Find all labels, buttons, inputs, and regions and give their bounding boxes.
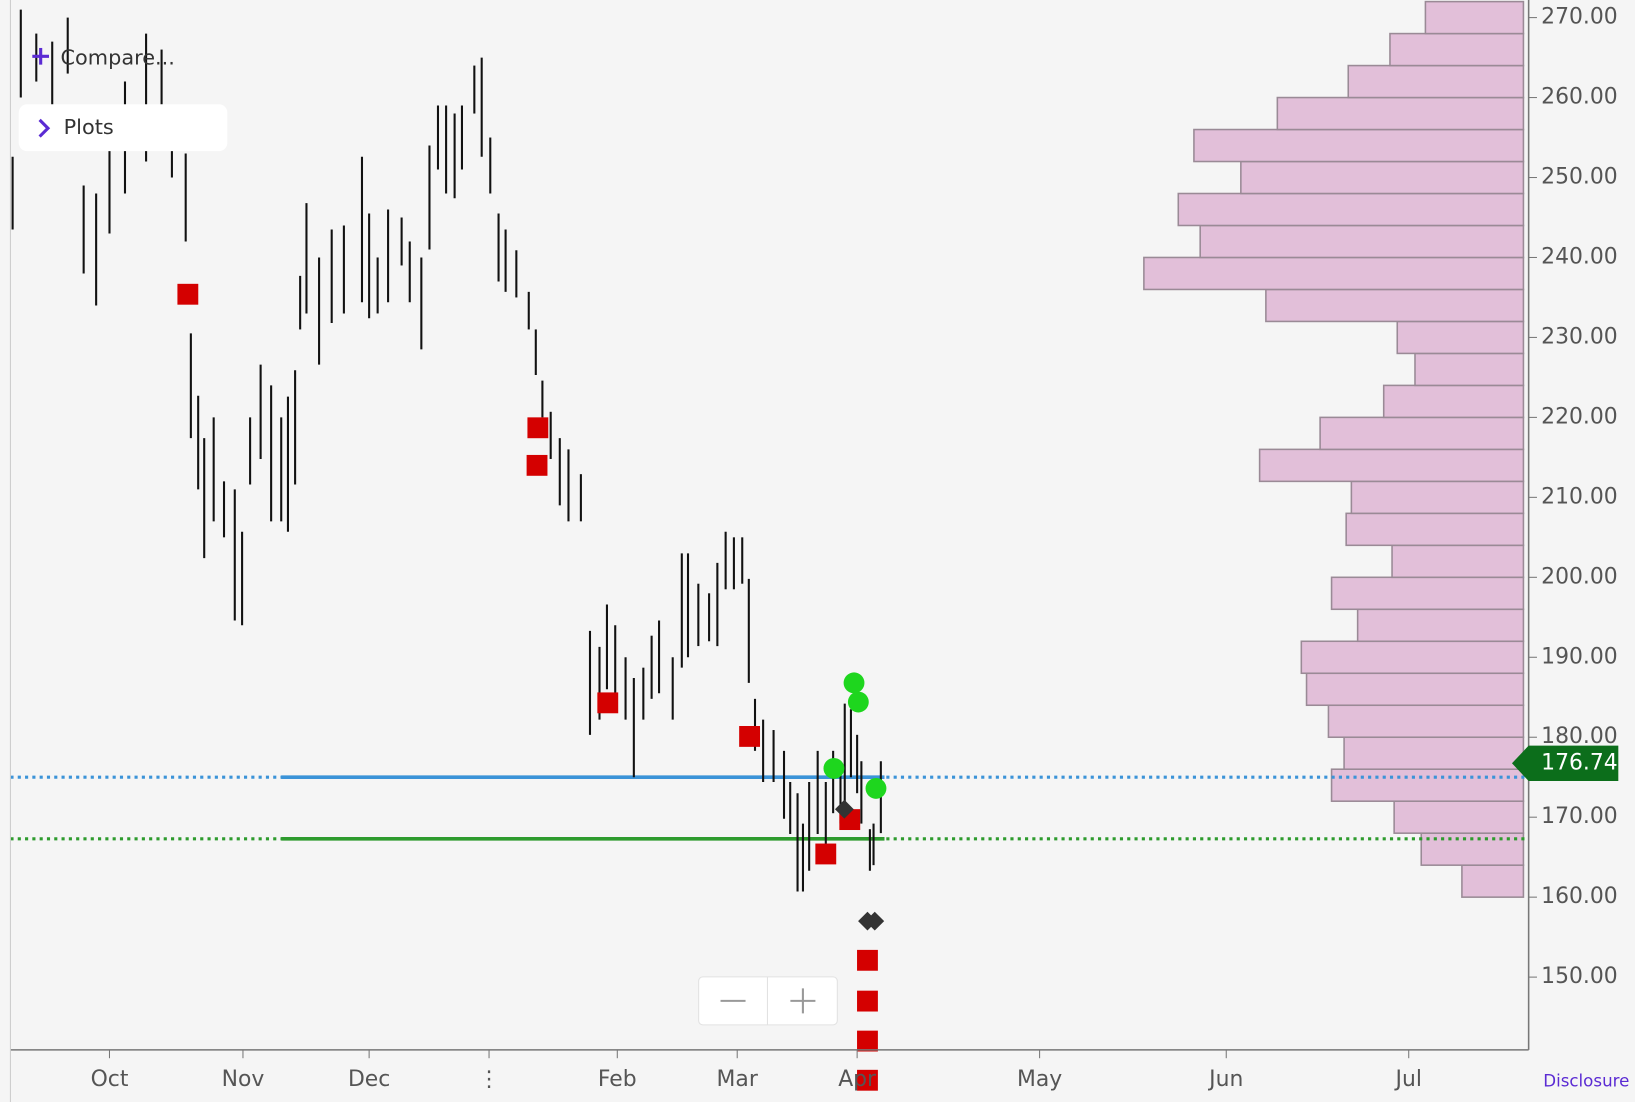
last-price-label: 176.74 bbox=[1541, 750, 1618, 775]
profile-bar bbox=[1327, 704, 1525, 739]
profile-bar bbox=[1258, 448, 1525, 483]
sell-signal bbox=[857, 990, 878, 1012]
sell-signal bbox=[526, 454, 548, 476]
price-bars bbox=[11, 9, 882, 892]
y-tick-label: 240.00 bbox=[1541, 244, 1618, 269]
y-tick-label: 200.00 bbox=[1541, 564, 1618, 589]
y-tick-label: 170.00 bbox=[1541, 804, 1618, 829]
profile-bar bbox=[1389, 32, 1525, 67]
x-tick-label: Jun bbox=[1207, 1067, 1243, 1092]
x-tick-label: Mar bbox=[717, 1067, 758, 1092]
compare-label: Compare... bbox=[60, 45, 174, 69]
profile-bar bbox=[1350, 480, 1525, 515]
sell-signal bbox=[597, 692, 619, 714]
profile-bar bbox=[1177, 192, 1525, 227]
x-tick-label: Apr bbox=[838, 1067, 876, 1092]
x-tick-label: ⋮ bbox=[478, 1067, 500, 1092]
y-tick-label: 270.00 bbox=[1541, 5, 1618, 30]
axes bbox=[9, 0, 1530, 1102]
sell-signal bbox=[739, 726, 761, 747]
volume-profile bbox=[1143, 0, 1525, 898]
plots-label: Plots bbox=[64, 115, 114, 139]
y-tick-label: 230.00 bbox=[1541, 324, 1618, 349]
profile-bar bbox=[1240, 160, 1525, 195]
profile-bar bbox=[1300, 640, 1525, 675]
profile-bar bbox=[1330, 576, 1525, 611]
x-tick-label: Dec bbox=[348, 1067, 390, 1092]
profile-bar bbox=[1319, 416, 1525, 451]
x-tick-label: Oct bbox=[91, 1067, 129, 1092]
sell-signal bbox=[177, 283, 199, 305]
y-tick-label: 180.00 bbox=[1541, 724, 1618, 749]
profile-bar bbox=[1396, 320, 1525, 355]
buy-signal bbox=[865, 777, 887, 799]
profile-bar bbox=[1143, 256, 1525, 291]
profile-bar bbox=[1345, 512, 1525, 547]
signals bbox=[177, 283, 887, 1091]
profile-bar bbox=[1414, 352, 1525, 387]
buy-signal bbox=[843, 672, 865, 694]
profile-bar bbox=[1343, 736, 1525, 770]
event-signal bbox=[834, 799, 854, 819]
chevron-icon bbox=[38, 118, 51, 138]
y-tick-label: 150.00 bbox=[1541, 964, 1618, 989]
x-tick-label: Feb bbox=[598, 1067, 637, 1092]
profile-bar bbox=[1347, 64, 1525, 99]
plots-box bbox=[18, 104, 228, 152]
profile-bar bbox=[1391, 544, 1525, 579]
x-tick-label: May bbox=[1017, 1067, 1062, 1092]
zoom-in-button[interactable] bbox=[790, 988, 816, 1014]
buy-signal bbox=[823, 757, 845, 779]
profile-bar bbox=[1393, 800, 1525, 834]
sell-signal bbox=[857, 949, 878, 971]
y-tick-label: 210.00 bbox=[1541, 484, 1618, 509]
disclosure-link[interactable]: Disclosure bbox=[1543, 1072, 1629, 1091]
profile-bar bbox=[1265, 288, 1525, 323]
plots-panel[interactable]: Plots bbox=[18, 104, 228, 152]
sell-signal bbox=[815, 843, 837, 865]
profile-bar bbox=[1382, 384, 1525, 419]
x-tick-label: Jul bbox=[1394, 1067, 1422, 1092]
profile-bar bbox=[1305, 672, 1525, 707]
compare-button[interactable]: Compare... bbox=[32, 45, 175, 69]
last-price-tag bbox=[1511, 745, 1619, 782]
ticks: 150.00 160.00 170.00 180.00 190.00 200.00 210.… bbox=[91, 5, 1618, 1093]
buy-signal bbox=[847, 691, 869, 713]
y-tick-label: 250.00 bbox=[1541, 165, 1618, 190]
profile-bar bbox=[1424, 0, 1525, 35]
profile-bar bbox=[1193, 128, 1525, 163]
y-tick-label: 260.00 bbox=[1541, 85, 1618, 110]
profile-bar bbox=[1330, 768, 1525, 802]
sell-signal bbox=[857, 1069, 878, 1091]
last-price: 176.74 bbox=[1511, 745, 1619, 782]
y-tick-label: 190.00 bbox=[1541, 644, 1618, 669]
sell-signal bbox=[857, 1030, 878, 1052]
profile-bar bbox=[1461, 864, 1525, 898]
y-tick-label: 160.00 bbox=[1541, 884, 1618, 909]
y-tick-label: 220.00 bbox=[1541, 404, 1618, 429]
zoom-controls bbox=[698, 976, 838, 1026]
profile-bar bbox=[1276, 96, 1525, 131]
x-tick-label: Nov bbox=[222, 1067, 265, 1092]
profile-bar bbox=[1356, 608, 1525, 643]
sell-signal bbox=[527, 417, 549, 439]
profile-bar bbox=[1199, 224, 1525, 259]
